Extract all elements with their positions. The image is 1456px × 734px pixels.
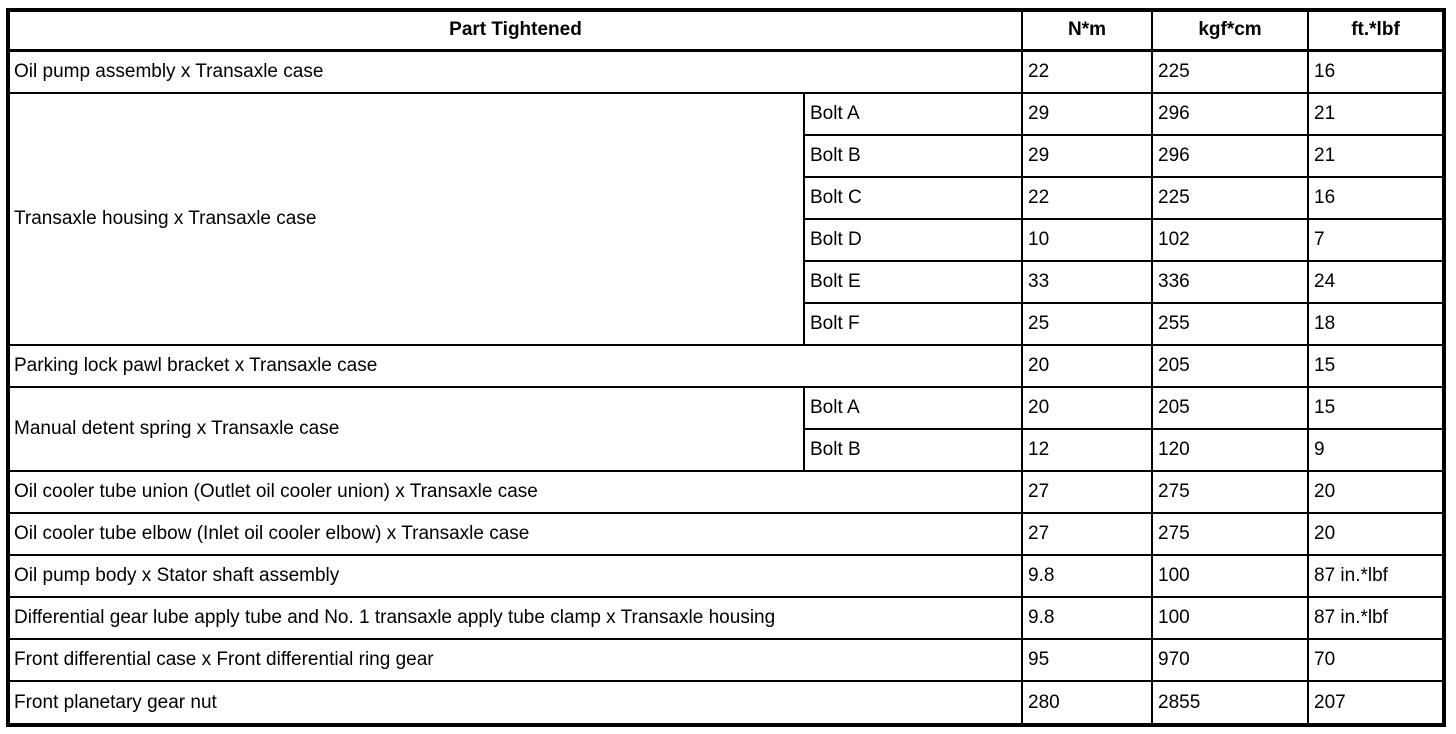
kgfcm-value: 100 [1151,596,1310,641]
bolt-cell: Bolt B [802,133,1024,178]
nm-value: 10 [1021,217,1154,262]
table-row: Bolt F 25 255 18 [8,301,1446,346]
ftlbf-value: 16 [1307,49,1446,94]
nm-value: 20 [1021,343,1154,389]
table-row: Bolt B 12 120 9 [8,428,1446,473]
kgfcm-value: 225 [1151,175,1310,220]
table-row: Bolt C 22 225 16 [8,175,1446,220]
torque-spec-table: Part Tightened N*m kgf*cm ft.*lbf Oil pu… [6,8,1447,727]
col-header-ftlbf: ft.*lbf [1307,9,1446,52]
ftlbf-value: 18 [1307,301,1446,346]
part-cell: Differential gear lube apply tube and No… [6,596,1024,641]
col-header-kgfcm: kgf*cm [1151,9,1310,52]
kgfcm-value: 296 [1151,133,1310,178]
ftlbf-value: 15 [1307,343,1446,389]
table-row: Front differential case x Front differen… [6,638,1446,683]
kgfcm-value: 970 [1151,638,1310,683]
nm-value: 29 [1021,133,1154,178]
part-cell: Oil pump body x Stator shaft assembly [6,554,1024,599]
part-cell: Transaxle housing x Transaxle case [7,91,805,346]
kgfcm-value: 100 [1151,554,1310,599]
nm-value: 20 [1021,385,1154,431]
nm-value: 9.8 [1021,554,1154,599]
bolt-cell: Bolt C [802,175,1024,220]
kgfcm-value: 296 [1151,91,1310,136]
table-row: Parking lock pawl bracket x Transaxle ca… [6,343,1446,389]
kgfcm-value: 225 [1151,49,1310,94]
kgfcm-value: 205 [1151,343,1310,389]
table-row: Differential gear lube apply tube and No… [6,596,1446,641]
nm-value: 27 [1021,512,1154,557]
nm-value: 33 [1021,259,1154,304]
nm-value: 9.8 [1021,596,1154,641]
ftlbf-value: 87 in.*lbf [1307,596,1446,641]
bolt-cell: Bolt B [802,428,1024,473]
kgfcm-value: 255 [1151,301,1310,346]
ftlbf-value: 15 [1307,385,1446,431]
nm-value: 22 [1021,175,1154,220]
part-cell: Oil cooler tube elbow (Inlet oil cooler … [6,512,1024,557]
ftlbf-value: 7 [1307,217,1446,262]
part-cell: Manual detent spring x Transaxle case [7,385,805,473]
kgfcm-value: 275 [1151,512,1310,557]
bolt-cell: Bolt F [802,301,1024,346]
ftlbf-value: 24 [1307,259,1446,304]
nm-value: 22 [1021,49,1154,94]
nm-value: 12 [1021,428,1154,473]
table-row: Oil pump body x Stator shaft assembly 9.… [6,554,1446,599]
ftlbf-value: 21 [1307,133,1446,178]
bolt-cell: Bolt E [802,259,1024,304]
table-row: Front planetary gear nut 280 2855 207 [6,680,1446,726]
table-row: Bolt E 33 336 24 [8,259,1446,304]
nm-value: 280 [1021,680,1154,726]
col-header-nm: N*m [1021,9,1154,52]
nm-value: 29 [1021,91,1154,136]
part-cell: Parking lock pawl bracket x Transaxle ca… [6,343,1024,389]
table-row: Bolt D 10 102 7 [8,217,1446,262]
table-row: Transaxle housing x Transaxle case Bolt … [7,91,1446,346]
ftlbf-value: 87 in.*lbf [1307,554,1446,599]
bolt-cell: Bolt D [802,217,1024,262]
kgfcm-value: 336 [1151,259,1310,304]
kgfcm-value: 275 [1151,470,1310,515]
kgfcm-value: 2855 [1151,680,1310,726]
part-cell: Front differential case x Front differen… [6,638,1024,683]
bolt-cell: Bolt A [802,385,1024,431]
part-cell: Oil cooler tube union (Outlet oil cooler… [6,470,1024,515]
table-row: Manual detent spring x Transaxle case Bo… [7,385,1446,473]
kgfcm-value: 102 [1151,217,1310,262]
kgfcm-value: 205 [1151,385,1310,431]
table-row: Oil pump assembly x Transaxle case 22 22… [6,49,1446,94]
ftlbf-value: 21 [1307,91,1446,136]
header-row: Part Tightened N*m kgf*cm ft.*lbf [6,9,1446,52]
ftlbf-value: 20 [1307,512,1446,557]
nm-value: 95 [1021,638,1154,683]
part-cell: Front planetary gear nut [6,680,1024,726]
bolt-cell: Bolt A [802,91,1024,136]
torque-spec-table-container: Part Tightened N*m kgf*cm ft.*lbf Oil pu… [6,8,1447,727]
ftlbf-value: 9 [1307,428,1446,473]
table-row: Oil cooler tube union (Outlet oil cooler… [6,470,1446,515]
ftlbf-value: 16 [1307,175,1446,220]
part-cell: Oil pump assembly x Transaxle case [6,49,1024,94]
ftlbf-value: 20 [1307,470,1446,515]
table-row: Bolt B 29 296 21 [8,133,1446,178]
nm-value: 25 [1021,301,1154,346]
ftlbf-value: 207 [1307,680,1446,726]
ftlbf-value: 70 [1307,638,1446,683]
kgfcm-value: 120 [1151,428,1310,473]
table-row: Oil cooler tube elbow (Inlet oil cooler … [6,512,1446,557]
nm-value: 27 [1021,470,1154,515]
col-header-part-tightened: Part Tightened [6,9,1024,52]
